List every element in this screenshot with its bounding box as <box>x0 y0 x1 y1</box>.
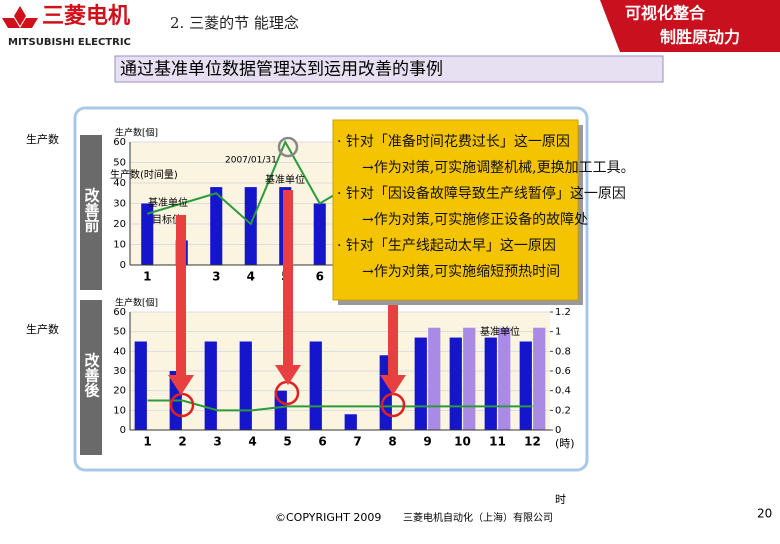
slogan: 可视化整合 <box>625 4 706 23</box>
y-axis-title: 生产数[個] <box>115 127 158 139</box>
y-tick-label: 20 <box>113 219 126 230</box>
y-tick-label: 50 <box>113 158 126 169</box>
y2-tick-label: 0.8 <box>555 346 571 357</box>
bar <box>141 203 154 265</box>
y-tick-label: 40 <box>113 178 126 189</box>
panel-label: 改善前 <box>83 187 101 234</box>
y-tick-label: 40 <box>113 346 126 357</box>
panel-label: 改善後 <box>83 352 101 399</box>
callout: 基准单位 <box>265 173 305 186</box>
y-tick-label: 0 <box>120 260 126 271</box>
callout: 目标值 <box>152 213 182 226</box>
x-tick-label: 8 <box>388 435 396 449</box>
side-label: 生产数 <box>26 132 59 146</box>
y-axis-title: 生产数[個] <box>115 297 158 309</box>
slogan: 制胜原动力 <box>660 28 740 47</box>
bar <box>313 203 326 265</box>
bar <box>204 341 217 430</box>
title: 通过基准单位数据管理达到运用改善的事例 <box>120 60 443 80</box>
bar <box>210 187 223 265</box>
x-tick-label: 9 <box>423 435 431 449</box>
y-tick-label: 50 <box>113 327 126 338</box>
y2-tick-label: 1.2 <box>555 307 571 318</box>
bar <box>519 341 532 430</box>
x-tick-label: 6 <box>318 435 326 449</box>
y-tick-label: 20 <box>113 386 126 397</box>
callout: 基准单位 <box>148 196 188 209</box>
bar <box>449 337 462 430</box>
bar <box>463 327 476 430</box>
title-bar <box>114 55 664 83</box>
x-tick-label: 6 <box>316 270 324 284</box>
note-line: →作为对策,可实施调整机械,更换加工工具。 <box>362 159 635 176</box>
bar <box>498 327 511 430</box>
x-tick-label: 1 <box>143 435 151 449</box>
x-tick-label: 3 <box>212 270 220 284</box>
page-number: 20 <box>757 507 772 521</box>
notes: · 针对「准备时间花费过长」这一原因 →作为对策,可实施调整机械,更换加工工具。 ·… <box>337 133 635 280</box>
callout: 2007/01/31 <box>225 156 277 166</box>
logo-mark <box>2 6 38 28</box>
logo: 三菱电机 <box>42 3 130 29</box>
x-tick-label: 4 <box>247 270 255 284</box>
copyright: ©COPYRIGHT 2009 <box>275 511 381 524</box>
bar <box>244 187 257 265</box>
x-tick-label: 11 <box>489 435 506 449</box>
arrows <box>168 190 406 395</box>
note-box <box>332 119 579 301</box>
line <box>146 139 355 226</box>
callout: 生产数(时间量) <box>110 168 178 181</box>
y2-tick-label: 0.2 <box>555 405 571 416</box>
note-line: →作为对策,可实施缩短预热时间 <box>362 263 560 280</box>
bar <box>414 337 427 430</box>
y-tick-label: 0 <box>120 425 126 436</box>
x-tick-label: 4 <box>248 435 256 449</box>
x-tick-label: 7 <box>353 435 361 449</box>
note-line: · 针对「准备时间花费过长」这一原因 <box>337 133 570 150</box>
y-tick-label: 30 <box>113 366 126 377</box>
x-tick-label: 3 <box>213 435 221 449</box>
annotation: 基准单位 <box>480 325 520 338</box>
footer-unit: 时 <box>555 493 566 506</box>
y2-tick-label: 0.4 <box>555 386 571 397</box>
side-label: 生产数 <box>26 322 59 336</box>
y2-tick-label: 0.6 <box>555 366 571 377</box>
note-line: · 针对「因设备故障导致生产线暂停」这一原因 <box>337 185 626 202</box>
y-tick-label: 10 <box>113 405 126 416</box>
x-tick-label: 1 <box>143 270 151 284</box>
x-axis-title: (時) <box>555 437 575 450</box>
bar <box>428 327 441 430</box>
y-tick-label: 60 <box>113 137 126 148</box>
y2-tick-label: 1 <box>555 327 561 338</box>
bar <box>533 327 546 430</box>
panel-label-bg <box>80 300 102 455</box>
bar <box>309 341 322 430</box>
x-tick-label: 5 <box>283 435 291 449</box>
bar <box>344 414 357 430</box>
note-line: →作为对策,可实施修正设备的故障处 <box>362 211 588 228</box>
x-tick-label: 2 <box>178 435 186 449</box>
company: 三菱电机自动化（上海）有限公司 <box>403 511 553 524</box>
y-tick-label: 10 <box>113 240 126 251</box>
panel-label-bg <box>80 135 102 290</box>
slogan-bg <box>600 0 780 52</box>
x-tick-label: 12 <box>524 435 541 449</box>
y2-tick-label: 0 <box>555 425 561 436</box>
y-tick-label: 60 <box>113 307 126 318</box>
bar <box>134 341 147 430</box>
y-tick-label: 30 <box>113 199 126 210</box>
logo-en: MITSUBISHI ELECTRIC <box>8 37 131 48</box>
x-tick-label: 10 <box>454 435 471 449</box>
bar <box>239 341 252 430</box>
bar <box>484 337 497 430</box>
line <box>147 399 533 412</box>
section: 2. 三菱的节 能理念 <box>170 14 299 32</box>
note-line: · 针对「生产线起动太早」这一原因 <box>337 237 556 254</box>
